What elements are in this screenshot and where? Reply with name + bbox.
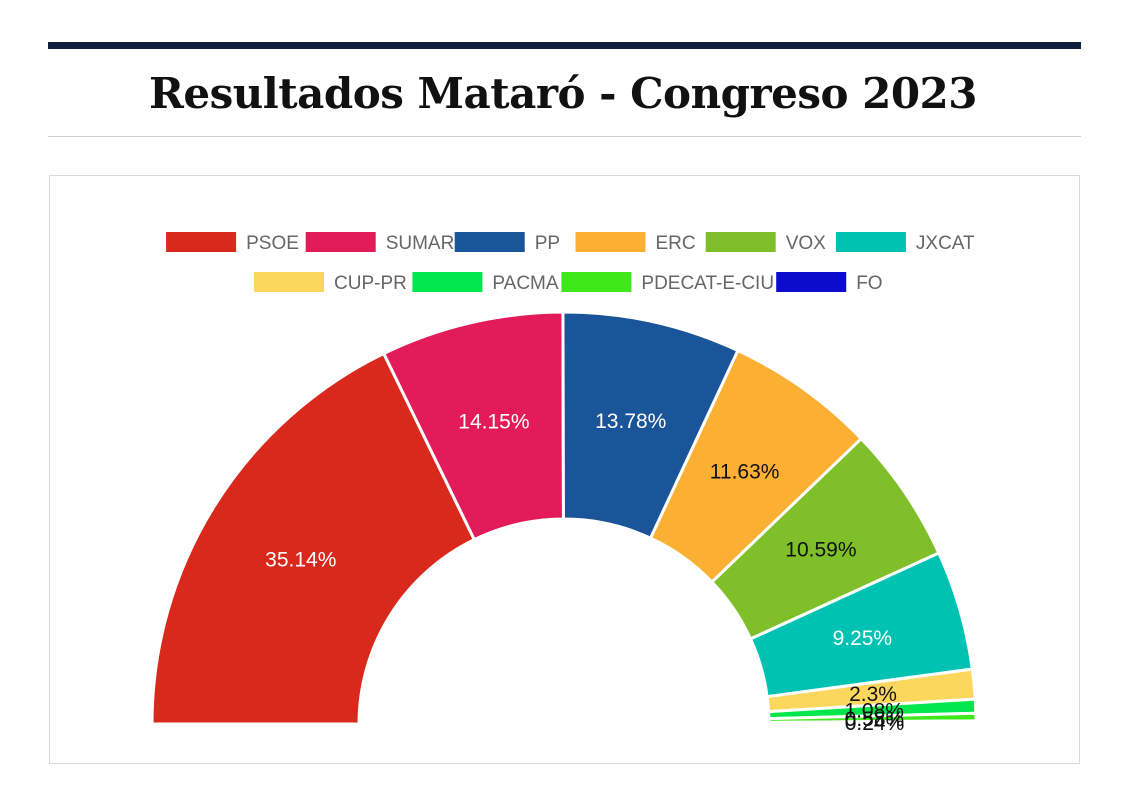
legend-swatch-pdecat-e-ciu <box>561 272 632 292</box>
legend-item-pp[interactable]: PP <box>454 232 560 254</box>
legend-item-jxcat[interactable]: JXCAT <box>835 232 975 254</box>
legend-label-fo: FO <box>856 273 882 294</box>
data-label-jxcat: 9.25% <box>833 627 893 650</box>
legend-label-pdecat-e-ciu: PDECAT-E-CIU <box>641 273 774 294</box>
legend-swatch-pacma <box>412 272 483 292</box>
legend-swatch-erc <box>575 232 646 252</box>
data-label-pdecat-e-ciu: 0.58% <box>845 708 905 731</box>
slice-psoe[interactable] <box>150 351 477 726</box>
legend-swatch-psoe <box>166 232 237 252</box>
legend-item-cup-pr[interactable]: CUP-PR <box>254 272 407 294</box>
title-rule <box>48 136 1081 137</box>
data-label-fo: 0.24% <box>845 712 905 735</box>
legend-label-vox: VOX <box>786 233 826 254</box>
legend-swatch-sumar <box>305 232 376 252</box>
top-rule <box>48 42 1081 49</box>
legend-item-psoe[interactable]: PSOE <box>166 232 299 254</box>
legend-item-pacma[interactable]: PACMA <box>412 272 559 294</box>
legend-item-fo[interactable]: FO <box>776 272 883 294</box>
legend-label-psoe: PSOE <box>246 233 299 254</box>
data-label-pacma: 1.08% <box>844 700 904 723</box>
legend-swatch-jxcat <box>835 232 906 252</box>
legend-label-cup-pr: CUP-PR <box>334 273 407 294</box>
chart-data-labels: 35.14% 14.15% 13.78% 11.63% 10.59% 9.25% 2.3%1… <box>265 410 904 735</box>
page-title: Resultados Mataró - Congreso 2023 <box>148 69 978 118</box>
half-donut-chart: PSOE SUMAR PP ERC VOX JXCAT CUP-PR PACMA PDECAT-… <box>150 232 978 735</box>
chart-legend: PSOE SUMAR PP ERC VOX JXCAT CUP-PR PACMA PDECAT-… <box>166 232 975 294</box>
legend-label-pp: PP <box>535 233 560 254</box>
legend-item-vox[interactable]: VOX <box>705 232 826 254</box>
data-label-pp: 13.78% <box>595 410 666 433</box>
legend-swatch-pp <box>454 232 525 252</box>
legend-label-erc: ERC <box>656 233 696 254</box>
legend-swatch-vox <box>705 232 776 252</box>
legend-label-sumar: SUMAR <box>386 233 455 254</box>
data-label-vox: 10.59% <box>785 539 856 562</box>
data-label-psoe: 35.14% <box>265 548 336 571</box>
slice-fo[interactable] <box>767 719 978 726</box>
legend-swatch-cup-pr <box>254 272 324 292</box>
legend-swatch-fo <box>776 272 847 292</box>
data-label-erc: 11.63% <box>710 460 780 483</box>
chart-slices <box>150 310 978 726</box>
data-label-sumar: 14.15% <box>458 411 529 434</box>
legend-item-pdecat-e-ciu[interactable]: PDECAT-E-CIU <box>561 272 774 294</box>
legend-label-pacma: PACMA <box>492 273 558 294</box>
chart-container: PSOE SUMAR PP ERC VOX JXCAT CUP-PR PACMA PDECAT-… <box>49 175 1080 764</box>
legend-label-jxcat: JXCAT <box>916 233 975 254</box>
legend-item-sumar[interactable]: SUMAR <box>305 232 455 254</box>
data-label-cup-pr: 2.3% <box>849 683 897 706</box>
legend-item-erc[interactable]: ERC <box>575 232 696 254</box>
